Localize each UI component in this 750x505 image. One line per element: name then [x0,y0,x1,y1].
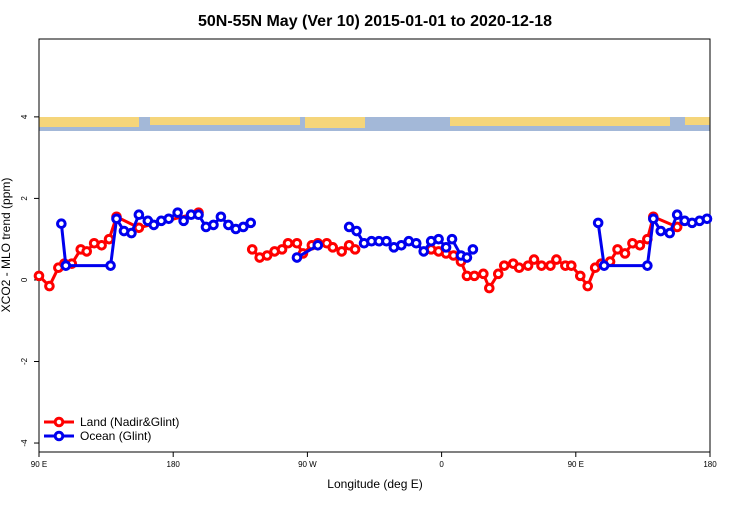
data-point [105,260,116,271]
land-ocean-strip [39,117,710,131]
data-point [223,219,234,231]
data-point [343,221,355,233]
data-point [381,235,392,247]
data-point [178,215,189,227]
data-point [528,254,540,265]
chart-title: 50N-55N May (Ver 10) 2015-01-01 to 2020-… [198,13,552,30]
data-point [282,237,294,249]
data-point [396,239,407,251]
y-tick-label: 2 [20,196,29,201]
data-point [349,244,361,255]
data-point [619,248,631,259]
data-point [582,280,594,292]
legend-marker [53,416,65,428]
data-point [642,260,653,271]
y-tick-label: -2 [20,357,29,365]
data-point [467,244,479,255]
data-point [498,260,510,271]
legend-marker [53,430,65,442]
data-point [60,260,72,271]
legend-label: Land (Nadir&Glint) [80,415,179,429]
data-point [648,213,659,225]
data-point [513,262,525,274]
x-tick-label: 90 E [568,460,584,469]
data-point [172,207,183,218]
data-point [208,219,219,231]
plot-frame [38,38,711,453]
data-point [96,239,107,251]
x-tick-label: 180 [167,460,181,469]
y-axis-label: XCO2 - MLO trend (ppm) [0,178,13,313]
y-tick-label: 4 [20,114,29,119]
data-point [671,209,683,221]
data-point [336,246,347,257]
x-tick-label: 0 [439,460,444,469]
data-point [56,218,67,229]
data-point [492,268,504,280]
data-point [246,244,258,255]
data-point [446,233,458,245]
data-point [469,270,480,282]
data-point [634,239,646,251]
data-point [193,209,204,221]
data-point [215,211,227,223]
x-tick-label: 180 [703,460,717,469]
series-line [59,211,708,268]
data-point [484,282,495,294]
data-point [598,260,610,271]
x-tick-label: 90 W [298,460,317,469]
data-point [44,280,55,292]
data-point [410,237,422,249]
y-tick-label: 0 [20,277,29,282]
data-point [461,252,473,263]
data-point [351,225,362,237]
data-point [126,227,137,239]
data-point [103,233,115,245]
data-point [33,270,45,282]
data-point [261,250,273,261]
data-point [664,227,676,239]
data-point [612,244,623,255]
x-axis-label: Longitude (deg E) [327,477,422,491]
data-point [551,254,562,265]
data-point [574,270,586,282]
data-point [566,260,577,271]
data-point [276,244,288,255]
data-point [545,260,556,271]
data-point [291,252,303,263]
data-point [592,217,604,229]
data-point [148,219,160,231]
data-point [440,242,452,253]
legend-label: Ocean (Glint) [80,429,151,443]
data-point [111,213,122,225]
data-point [312,239,324,251]
data-point [536,260,547,271]
data-point [522,260,534,271]
y-tick-label: -4 [20,439,29,447]
data-point [327,242,339,253]
data-point [701,213,713,225]
data-point [418,246,430,257]
x-tick-label: 90 E [31,460,47,469]
data-point [245,217,257,229]
data-point [478,268,489,280]
data-point [163,213,175,225]
data-point [291,237,303,249]
data-point [133,209,145,221]
data-point [433,233,444,245]
data-point [655,225,667,237]
data-point [81,246,93,257]
data-point [237,221,249,233]
